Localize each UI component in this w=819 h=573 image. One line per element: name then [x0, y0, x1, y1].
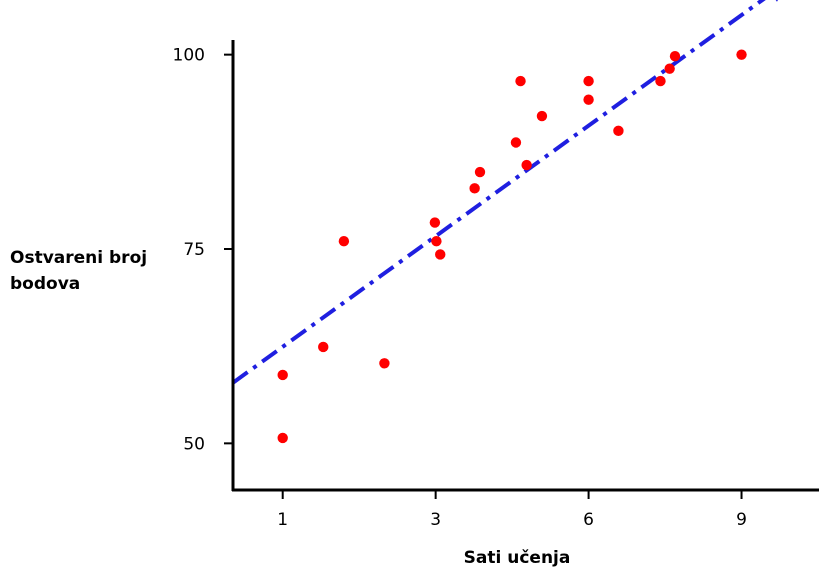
data-point — [431, 236, 442, 247]
data-point — [536, 110, 548, 122]
data-point — [379, 358, 390, 369]
data-point — [510, 137, 522, 148]
y-tick-label: 100 — [173, 46, 205, 66]
x-tick-label: 6 — [583, 510, 594, 530]
data-point — [613, 125, 624, 137]
data-point — [669, 51, 681, 62]
x-tick-label: 1 — [277, 510, 288, 530]
axis-ticks: 1 3 6 9 50 75 100 — [173, 46, 747, 530]
trend-line — [231, 0, 766, 385]
data-point — [474, 166, 486, 178]
data-point — [736, 49, 747, 60]
x-tick-label: 3 — [430, 510, 441, 530]
data-point — [318, 341, 329, 353]
plot-area — [231, 0, 778, 444]
data-point — [583, 75, 594, 87]
data-point — [664, 63, 675, 74]
data-point — [338, 236, 350, 247]
data-point — [515, 75, 526, 87]
trend-arrowhead — [775, 0, 778, 2]
data-point — [435, 249, 446, 260]
y-axis-title-line-1: Ostvareni broj — [10, 248, 147, 268]
x-axis-title: Sati učenja — [464, 548, 571, 568]
data-point — [521, 159, 532, 171]
data-point — [277, 369, 288, 381]
y-tick-label: 75 — [183, 240, 205, 260]
data-point — [469, 183, 480, 194]
y-axis-title-line-2: bodova — [10, 274, 80, 294]
data-point — [583, 94, 594, 105]
data-points — [277, 49, 747, 444]
x-tick-label: 9 — [736, 510, 747, 530]
data-point — [655, 75, 666, 87]
data-point — [277, 432, 288, 444]
y-tick-label: 50 — [183, 434, 205, 454]
data-point — [429, 217, 441, 228]
